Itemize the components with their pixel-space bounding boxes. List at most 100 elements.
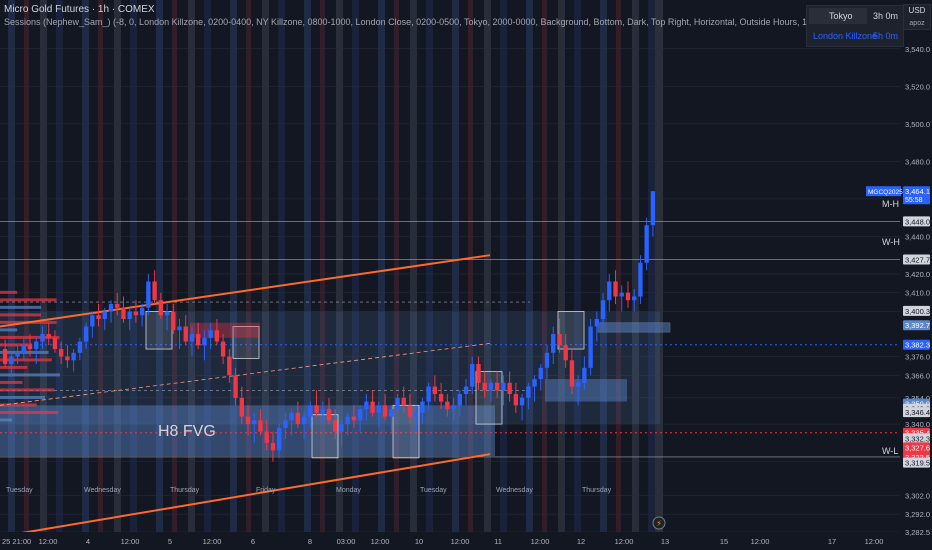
- sessions-row-tokyo: Tokyo 3h 0m: [807, 7, 903, 25]
- candle-body: [364, 401, 369, 410]
- volume-profile-bar: [0, 313, 42, 317]
- candle: [526, 382, 531, 410]
- candle: [389, 405, 394, 432]
- time-label: 12:00: [531, 537, 550, 546]
- lightning-icon[interactable]: [652, 516, 666, 530]
- time-label: 12: [577, 537, 585, 546]
- candle: [588, 319, 593, 376]
- session-stripe: [648, 0, 655, 532]
- day-label: Thursday: [170, 487, 200, 494]
- candle-body: [650, 191, 656, 226]
- price-channel: [0, 254, 491, 538]
- day-label: Monday: [336, 487, 361, 494]
- candle-body: [345, 416, 350, 425]
- candle: [65, 345, 70, 368]
- candle: [52, 330, 58, 353]
- price-level-value: 3,448.0: [905, 217, 930, 226]
- candle: [121, 296, 126, 323]
- session-stripe: [262, 0, 269, 532]
- candle-body: [625, 292, 631, 301]
- day-label: Tuesday: [420, 487, 447, 494]
- candle: [370, 390, 375, 417]
- candle: [196, 322, 201, 350]
- currency-unit-selector[interactable]: USD apoz: [903, 4, 931, 30]
- candle: [96, 303, 101, 327]
- price-tick-label: 3,500.0: [905, 120, 930, 129]
- candle-body: [607, 281, 612, 301]
- candle-body: [463, 386, 469, 395]
- candle-body: [320, 409, 325, 413]
- candle-body: [438, 394, 444, 402]
- candle: [252, 412, 257, 443]
- time-label: 03:00: [337, 537, 356, 546]
- time-label: 6: [251, 537, 255, 546]
- candle: [644, 217, 649, 271]
- price-tick-label: 3,354.0: [905, 394, 930, 403]
- candle: [227, 349, 232, 383]
- session-stripe: [56, 0, 63, 532]
- candle: [451, 397, 456, 421]
- time-label: 4: [86, 537, 90, 546]
- candle-body: [519, 397, 525, 406]
- candle: [152, 270, 157, 304]
- candle: [638, 255, 643, 304]
- candle-body: [127, 311, 132, 320]
- candle: [632, 288, 637, 312]
- candle-body: [115, 303, 120, 308]
- candle-body: [426, 386, 431, 402]
- session-stripe: [8, 0, 15, 532]
- candle: [501, 375, 506, 406]
- candle: [183, 315, 188, 346]
- price-level-value: 3,332.3: [905, 435, 930, 444]
- candle-body: [146, 281, 151, 308]
- candle-body: [526, 386, 531, 398]
- candle-body: [171, 311, 176, 331]
- candle-body: [308, 405, 313, 417]
- candle: [625, 281, 631, 308]
- candle: [426, 382, 431, 410]
- candle-body: [532, 379, 537, 387]
- candle: [308, 401, 313, 428]
- price-level-box: [903, 305, 930, 316]
- candle: [551, 326, 556, 365]
- candle-body: [233, 375, 238, 398]
- candle: [46, 322, 51, 346]
- candle: [395, 394, 400, 421]
- candle: [445, 394, 450, 417]
- volume-profile-bar: [0, 358, 52, 362]
- candle-body: [245, 416, 251, 425]
- candle: [314, 390, 319, 417]
- candle-body: [71, 352, 76, 361]
- candle: [470, 356, 475, 395]
- session-stripe: [98, 0, 103, 532]
- candle: [239, 386, 244, 425]
- indicator-legend[interactable]: Sessions (Nephew_Sam_) (-8, 0, London Ki…: [4, 17, 810, 27]
- unit-label: apoz: [909, 20, 925, 27]
- session-stripe: [172, 0, 177, 532]
- session-stripe: [468, 0, 473, 532]
- candle: [351, 405, 357, 428]
- candle: [164, 303, 170, 331]
- time-axis[interactable]: [0, 532, 900, 550]
- candle: [9, 352, 14, 378]
- candle: [339, 420, 344, 447]
- candle: [34, 337, 39, 365]
- candle: [27, 334, 33, 357]
- candle-body: [582, 367, 587, 383]
- candle: [463, 379, 469, 406]
- candle-body: [108, 303, 114, 312]
- candle-body: [252, 420, 257, 425]
- volume-profile-bar: [0, 373, 60, 377]
- symbol-tag-label: MGCQ2025: [868, 189, 903, 196]
- candle-body: [632, 296, 637, 301]
- session-stripe: [278, 0, 285, 532]
- candle-body: [227, 356, 232, 376]
- session-name: London Killzone: [813, 31, 878, 41]
- price-tick-label: 3,282.5: [905, 528, 930, 537]
- session-duration: 3h 0m: [873, 11, 899, 21]
- price-level-label: 3,392.7: [903, 320, 930, 331]
- candle-body: [544, 352, 550, 368]
- session-stripe: [82, 0, 89, 532]
